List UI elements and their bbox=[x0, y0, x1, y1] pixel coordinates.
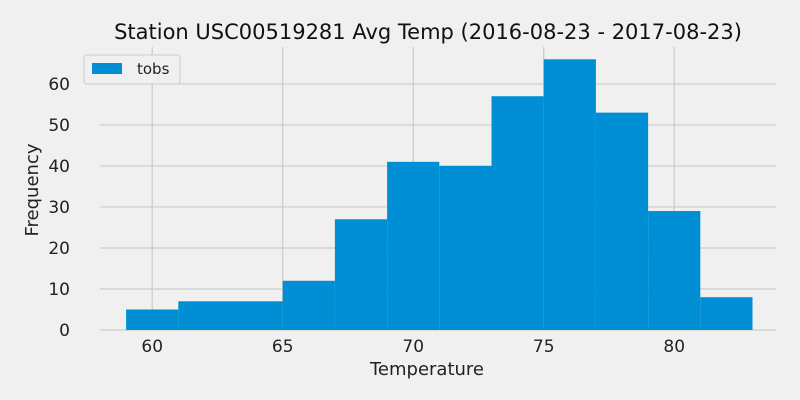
y-tick-labels: 0 10 20 30 40 50 60 bbox=[48, 75, 70, 341]
y-tick-label: 30 bbox=[48, 198, 70, 218]
histogram-bar bbox=[282, 280, 335, 330]
y-tick-label: 50 bbox=[48, 116, 70, 136]
y-tick-label: 40 bbox=[48, 157, 70, 177]
chart-title: Station USC00519281 Avg Temp (2016-08-23… bbox=[114, 20, 742, 44]
x-tick-label: 75 bbox=[533, 337, 555, 357]
y-tick-label: 60 bbox=[48, 75, 70, 95]
histogram-bar bbox=[543, 59, 596, 330]
x-tick-labels: 60 65 70 75 80 bbox=[141, 337, 685, 357]
y-tick-label: 10 bbox=[48, 280, 70, 300]
histogram-bar bbox=[439, 165, 492, 330]
histogram-bar bbox=[648, 211, 701, 330]
legend-swatch-tobs bbox=[92, 63, 122, 74]
y-axis-label: Frequency bbox=[22, 143, 43, 236]
x-tick-label: 80 bbox=[663, 337, 685, 357]
histogram-bar bbox=[126, 309, 179, 330]
histogram-bars bbox=[126, 59, 753, 330]
histogram-bar bbox=[595, 112, 649, 330]
histogram-bar bbox=[334, 219, 388, 330]
legend-box bbox=[83, 54, 181, 85]
x-tick-label: 60 bbox=[141, 337, 163, 357]
histogram-bar bbox=[230, 301, 283, 330]
histogram-bar bbox=[387, 161, 440, 330]
legend: tobs bbox=[83, 54, 181, 85]
y-tick-label: 20 bbox=[48, 239, 70, 259]
legend-label-tobs: tobs bbox=[137, 60, 170, 78]
y-tick-label: 0 bbox=[59, 321, 70, 341]
histogram-bar bbox=[178, 301, 231, 330]
x-tick-label: 70 bbox=[402, 337, 424, 357]
x-tick-label: 65 bbox=[272, 337, 294, 357]
histogram-bar bbox=[700, 297, 753, 330]
histogram-bar bbox=[491, 96, 544, 330]
x-axis-label: Temperature bbox=[369, 359, 484, 380]
